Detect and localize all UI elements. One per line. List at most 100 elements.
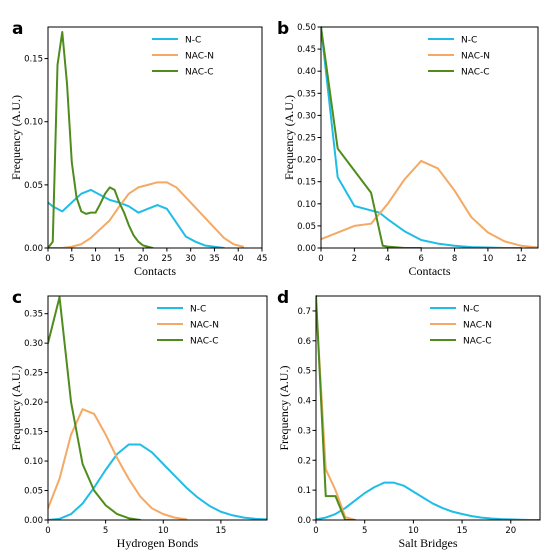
x-tick-label: 0 [45, 526, 50, 536]
y-tick-label: 0.10 [24, 118, 43, 128]
y-tick-label: 0.5 [297, 367, 311, 377]
y-tick-label: 0.05 [297, 222, 316, 232]
x-tick-label: 6 [418, 254, 423, 264]
legend-entry-nac-n: NAC-N [463, 321, 492, 331]
plot-frame [47, 26, 263, 249]
y-axis-label: Frequency (A.U.) [282, 95, 296, 180]
legend: N-C NAC-N NAC-C [157, 305, 219, 347]
y-tick-label: 0.00 [24, 516, 43, 526]
legend-entry-n-c: N-C [190, 305, 206, 315]
legend-entry-nac-c: NAC-C [190, 337, 219, 347]
x-axis-label: Contacts [409, 264, 451, 278]
series-line-n-c [48, 188, 225, 248]
x-tick-label: 5 [69, 254, 74, 264]
legend-entry-n-c: N-C [185, 36, 201, 46]
series-line-nac-c [48, 296, 142, 520]
y-tick-label: 0.30 [24, 339, 43, 349]
panel-a: a 0 5 10 15 20 25 30 35 40 45 0.00 0.05 0.10 0.15 Conta… [9, 19, 267, 278]
legend-entry-nac-n: NAC-N [190, 321, 219, 331]
x-tick-label: 5 [362, 526, 367, 536]
y-tick-label: 0.40 [297, 67, 316, 77]
x-tick-label: 10 [158, 526, 169, 536]
legend: N-C NAC-N NAC-C [152, 36, 214, 78]
x-tick-label: 4 [385, 254, 390, 264]
x-axis-label: Hydrogen Bonds [117, 536, 199, 550]
x-tick-label: 8 [452, 254, 457, 264]
panel-letter: b [277, 19, 289, 39]
y-tick-label: 0.50 [297, 23, 316, 33]
x-tick-label: 12 [516, 254, 527, 264]
legend: N-C NAC-N NAC-C [430, 305, 492, 347]
y-tick-label: 0.15 [24, 55, 43, 65]
x-tick-label: 45 [257, 254, 268, 264]
x-tick-label: 20 [505, 526, 516, 536]
y-tick-label: 0.4 [297, 397, 311, 407]
panel-d: d 0 5 10 15 20 0.0 0.1 0.2 0.3 0.4 0.5 0.6 0.7 Salt Br… [277, 288, 541, 550]
y-tick-label: 0.20 [24, 398, 43, 408]
x-tick-label: 5 [103, 526, 108, 536]
x-tick-label: 40 [233, 254, 244, 264]
y-tick-label: 0.6 [297, 337, 311, 347]
panel-letter: a [12, 19, 23, 39]
x-tick-label: 2 [352, 254, 357, 264]
y-tick-label: 0.7 [297, 307, 311, 317]
x-axis-label: Contacts [134, 264, 176, 278]
x-tick-label: 10 [483, 254, 494, 264]
series-line-n-c [48, 443, 267, 520]
y-axis-label: Frequency (A.U.) [9, 366, 23, 451]
y-tick-label: 0.00 [24, 244, 43, 254]
panel-b: b 0 2 4 6 8 10 12 0.00 0.05 0.10 0.15 0.20 0.25 0.30 0.… [277, 19, 539, 278]
y-tick-label: 0.10 [297, 200, 316, 210]
y-tick-label: 0.35 [297, 89, 316, 99]
y-tick-label: 0.0 [297, 516, 311, 526]
panel-letter: c [12, 288, 22, 308]
x-tick-label: 0 [45, 254, 50, 264]
x-tick-label: 10 [408, 526, 419, 536]
y-tick-label: 0.15 [297, 178, 316, 188]
x-tick-label: 35 [209, 254, 220, 264]
x-tick-label: 15 [457, 526, 468, 536]
legend-entry-nac-n: NAC-N [185, 52, 214, 62]
x-axis-label: Salt Bridges [399, 536, 458, 550]
y-tick-label: 0.25 [297, 134, 316, 144]
y-tick-label: 0.1 [297, 486, 311, 496]
y-tick-label: 0.05 [24, 487, 43, 497]
x-tick-label: 15 [215, 526, 226, 536]
x-tick-label: 0 [318, 254, 323, 264]
series-line-n-c [321, 26, 523, 248]
plot-frame [47, 295, 268, 521]
legend-entry-n-c: N-C [461, 36, 477, 46]
series-line-nac-c [316, 295, 356, 520]
x-tick-label: 15 [114, 254, 125, 264]
panel-letter: d [277, 288, 289, 308]
y-tick-label: 0.05 [24, 181, 43, 191]
plot-frame [315, 295, 541, 521]
x-tick-label: 30 [185, 254, 196, 264]
y-tick-label: 0.45 [297, 45, 316, 55]
y-axis-label: Frequency (A.U.) [277, 366, 291, 451]
panel-c: c 0 5 10 15 0.00 0.05 0.10 0.15 0.20 0.25 0.30 0.35 H… [9, 288, 268, 550]
legend: N-C NAC-N NAC-C [428, 36, 490, 78]
series-line-n-c [316, 481, 540, 520]
legend-entry-nac-c: NAC-C [185, 68, 214, 78]
y-tick-label: 0.35 [24, 310, 43, 320]
series-line-nac-n [48, 408, 188, 520]
y-tick-label: 0.15 [24, 428, 43, 438]
y-tick-label: 0.20 [297, 156, 316, 166]
plot-frame [320, 26, 539, 249]
series-line-nac-c [48, 31, 154, 248]
y-tick-label: 0.2 [297, 456, 311, 466]
y-tick-label: 0.10 [24, 457, 43, 467]
series-line-nac-n [48, 181, 244, 248]
x-tick-label: 20 [138, 254, 149, 264]
y-tick-label: 0.30 [297, 111, 316, 121]
series-line-nac-n [321, 159, 538, 248]
x-tick-label: 10 [90, 254, 101, 264]
legend-entry-nac-n: NAC-N [461, 52, 490, 62]
series-line-nac-c [321, 26, 423, 248]
x-tick-label: 0 [313, 526, 318, 536]
y-tick-label: 0.00 [297, 244, 316, 254]
y-tick-label: 0.25 [24, 369, 43, 379]
y-tick-label: 0.3 [297, 426, 311, 436]
x-tick-label: 25 [161, 254, 172, 264]
